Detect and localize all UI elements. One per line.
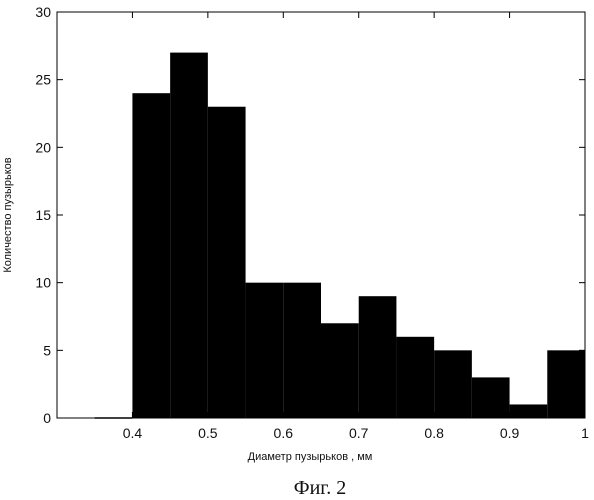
x-tick-label: 0.9 <box>500 425 520 441</box>
y-tick-label: 30 <box>35 4 51 20</box>
x-tick-label: 1 <box>581 425 589 441</box>
y-tick-label: 10 <box>35 275 51 291</box>
y-tick-label: 20 <box>35 139 51 155</box>
histogram-bar <box>510 404 548 418</box>
histogram-bar <box>246 283 284 418</box>
histogram-bar <box>283 283 321 418</box>
x-tick-label: 0.6 <box>274 425 294 441</box>
histogram-bar <box>547 350 585 418</box>
x-tick-label: 0.8 <box>424 425 444 441</box>
x-axis-label: Диаметр пузырьков , мм <box>248 451 373 463</box>
histogram-bar <box>170 53 208 418</box>
histogram-bar <box>472 377 510 418</box>
x-tick-label: 0.7 <box>349 425 369 441</box>
y-tick-label: 25 <box>35 72 51 88</box>
figure-caption: Фиг. 2 <box>294 477 346 499</box>
y-tick-label: 15 <box>35 207 51 223</box>
y-tick-label: 0 <box>43 410 51 426</box>
histogram-bar <box>321 323 359 418</box>
histogram-bar <box>359 296 397 418</box>
y-tick-label: 5 <box>43 342 51 358</box>
x-tick-label: 0.5 <box>198 425 218 441</box>
y-axis-label: Количество пузырьков <box>2 157 14 272</box>
histogram-bar <box>208 107 246 418</box>
histogram-bar <box>132 93 170 418</box>
histogram-bar <box>396 337 434 418</box>
histogram-bar <box>434 350 472 418</box>
x-tick-label: 0.4 <box>123 425 143 441</box>
